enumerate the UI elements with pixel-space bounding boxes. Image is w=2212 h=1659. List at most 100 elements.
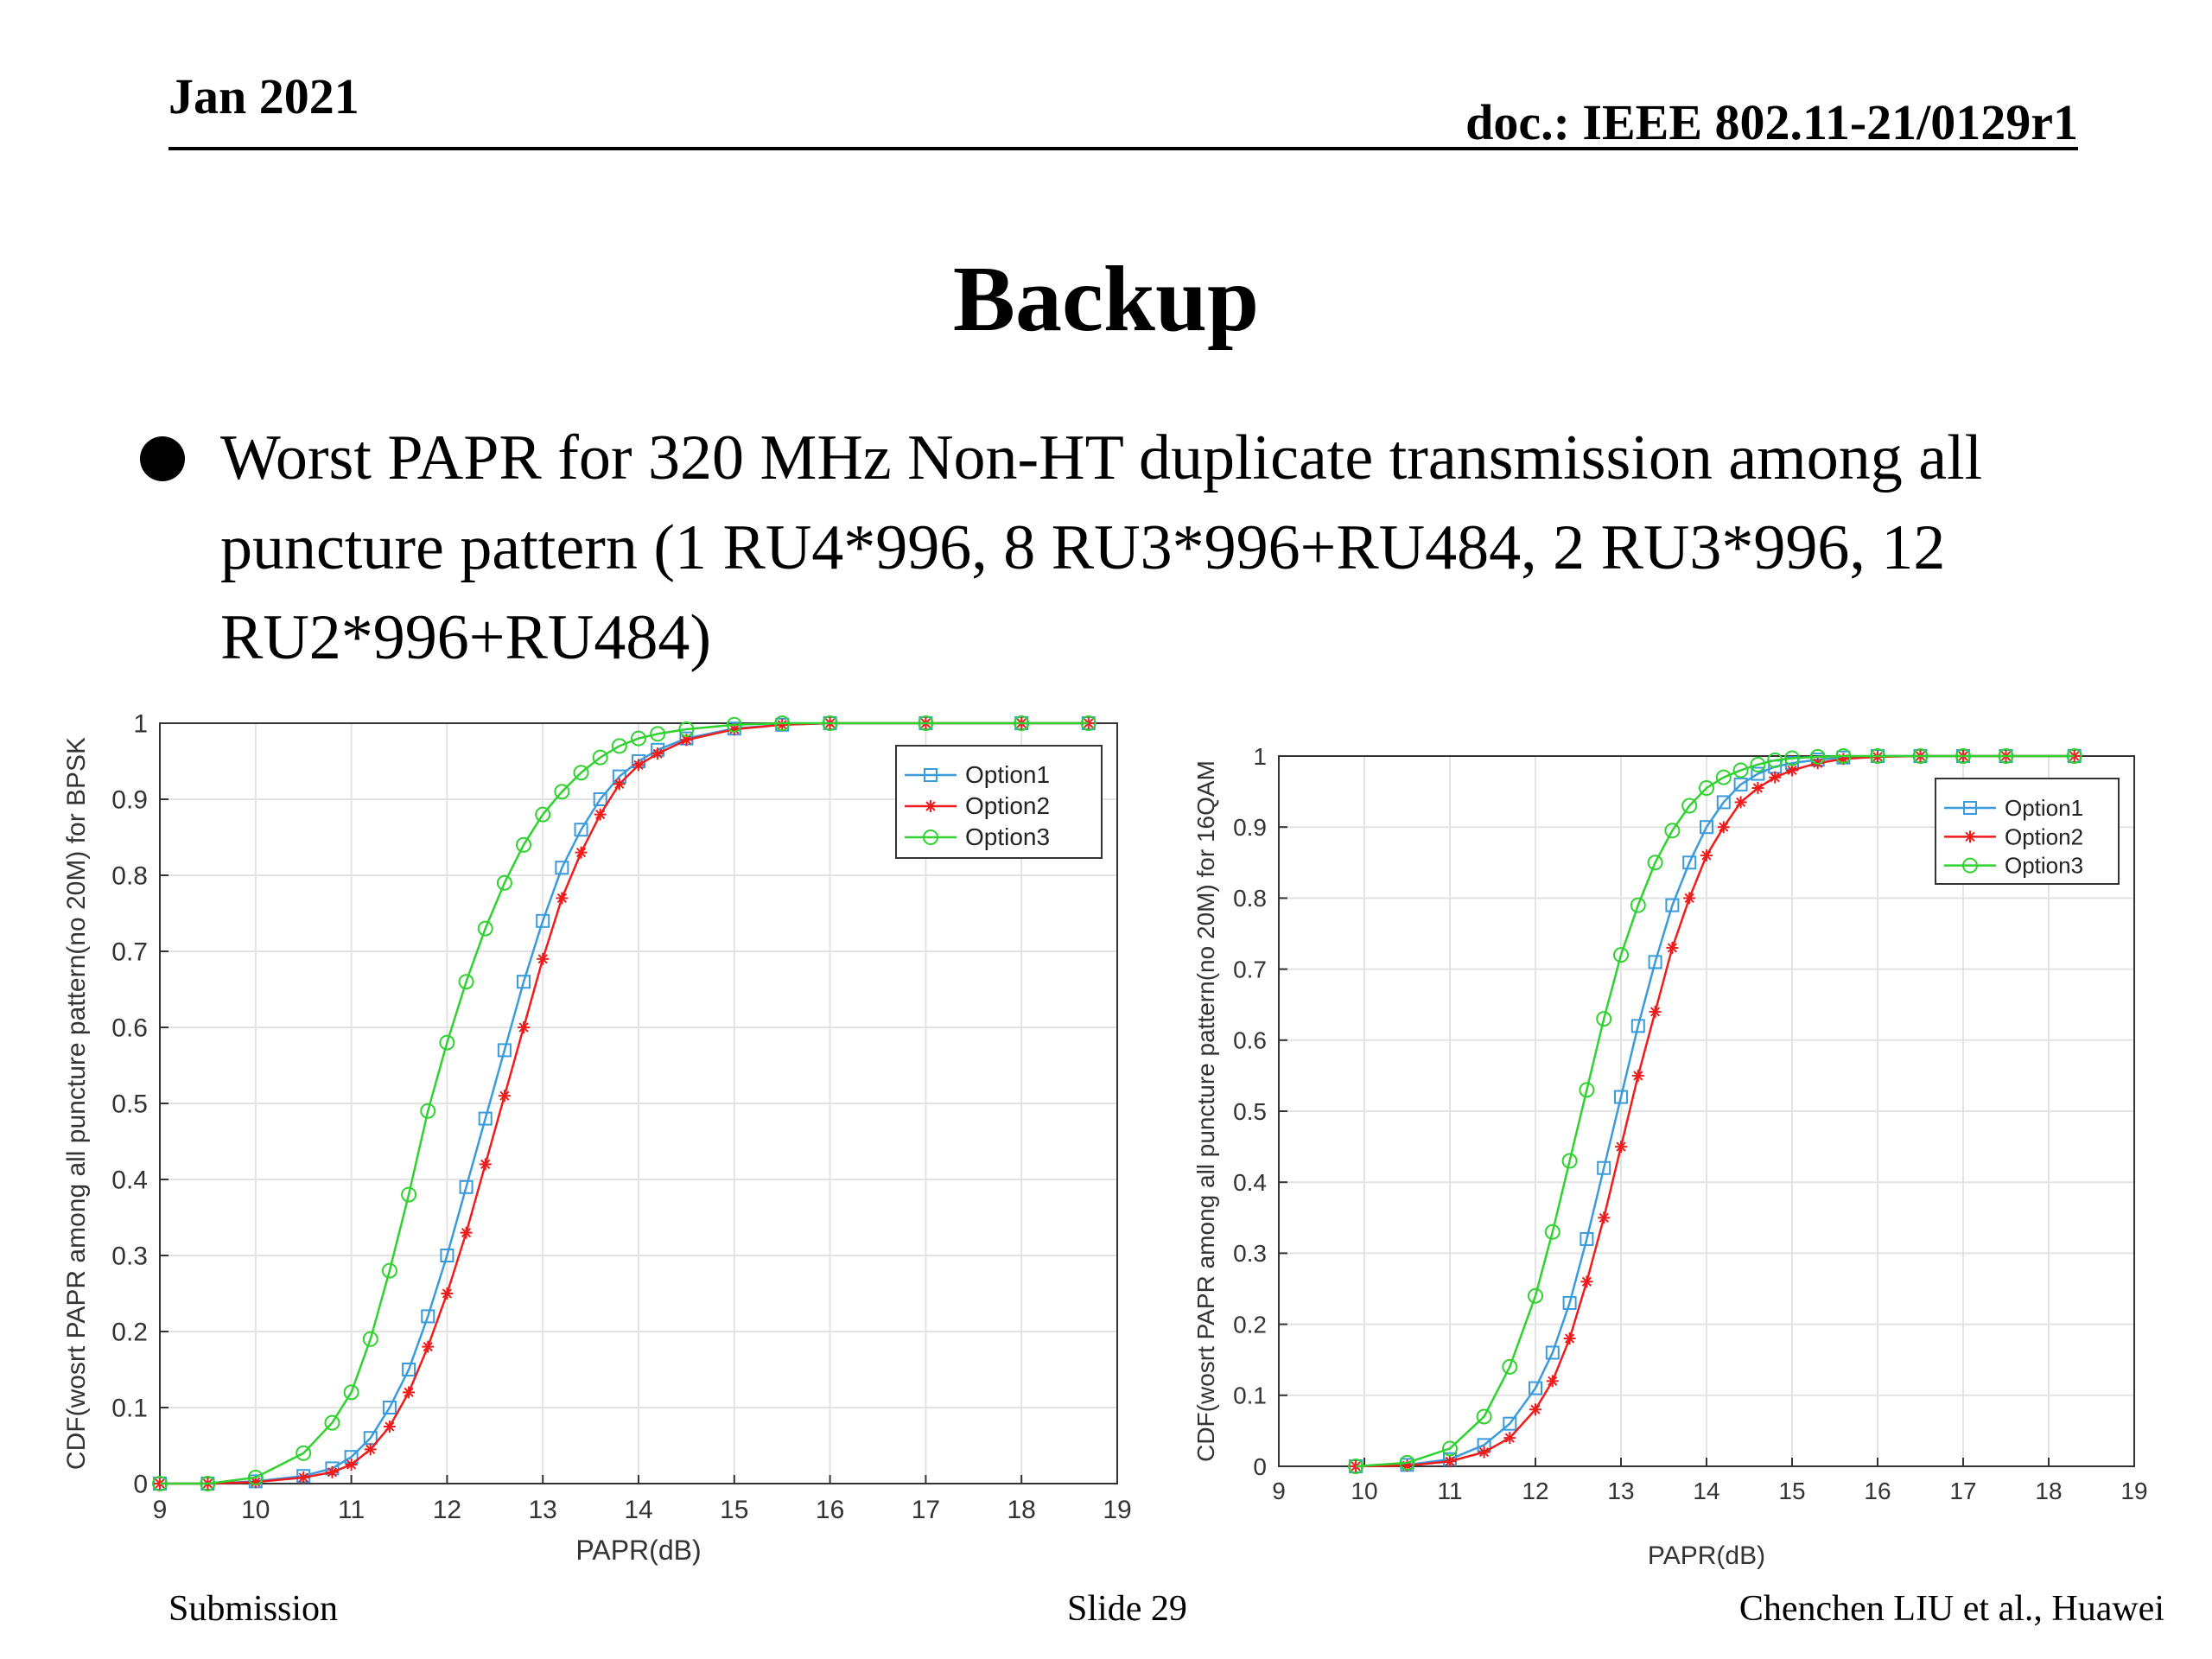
legend-label-option1: Option1 xyxy=(2005,795,2083,821)
y-tick-label: 0.2 xyxy=(111,1319,148,1347)
footer-slide-number: Slide 29 xyxy=(1067,1589,1187,1629)
data-point-option2 xyxy=(776,718,789,731)
data-point-option2 xyxy=(1786,764,1798,777)
data-point-option1 xyxy=(1648,955,1662,969)
y-tick-label: 0.1 xyxy=(111,1395,148,1423)
data-point-option2 xyxy=(1700,849,1713,862)
x-tick-label: 10 xyxy=(241,1496,270,1524)
data-point-option1 xyxy=(459,1179,474,1194)
data-point-option1 xyxy=(1503,1416,1517,1431)
series-line-option3 xyxy=(160,721,1089,1485)
data-point-option1 xyxy=(1682,855,1697,870)
x-tick-label: 17 xyxy=(1949,1478,1976,1504)
data-point-option2 xyxy=(518,1021,531,1033)
data-point-option2 xyxy=(1503,1432,1516,1445)
y-tick-label: 0.6 xyxy=(111,1014,148,1043)
data-point-option1 xyxy=(402,1363,416,1376)
chart-16qam: 9 10 11 12 13 14 15 16 17 18 19 0 0.1 0.2 0.3 0.4 0.5 0.6… xyxy=(1192,743,2148,1570)
data-point-option1 xyxy=(555,861,569,875)
x-tick-label: 10 xyxy=(1351,1478,1377,1504)
data-point-option2 xyxy=(652,747,664,760)
data-point-option3 xyxy=(1630,897,1646,913)
data-point-option2 xyxy=(1563,1332,1576,1345)
data-point-option3 xyxy=(247,1469,264,1485)
data-point-option2 xyxy=(345,1459,358,1471)
data-point-option3 xyxy=(650,726,666,742)
data-point-option3 xyxy=(1348,1459,1364,1474)
data-point-option3 xyxy=(1613,947,1629,963)
data-point-option3 xyxy=(554,784,570,800)
data-point-option3 xyxy=(1476,1408,1492,1425)
y-tick-label: 0.4 xyxy=(111,1166,148,1195)
data-point-option3 xyxy=(1715,769,1732,785)
data-point-option1 xyxy=(574,823,588,837)
data-point-option2 xyxy=(1666,941,1679,954)
x-tick-label: 11 xyxy=(338,1496,365,1524)
slide-title: Backup xyxy=(952,248,1260,351)
data-point-option2 xyxy=(297,1471,310,1484)
x-tick-label: 16 xyxy=(1864,1478,1891,1504)
data-point-option3 xyxy=(1732,762,1749,779)
data-point-option2 xyxy=(403,1386,416,1399)
data-point-option2 xyxy=(1717,821,1730,834)
x-tick-label: 19 xyxy=(1103,1496,1131,1524)
data-point-option3 xyxy=(381,1262,397,1279)
x-tick-label: 12 xyxy=(1522,1478,1548,1504)
data-point-option2 xyxy=(556,892,569,905)
data-point-option3 xyxy=(1912,748,1929,764)
x-tick-label: 9 xyxy=(1272,1478,1286,1504)
header-doc-id: doc.: IEEE 802.11-21/0129r1 xyxy=(1465,94,2078,150)
data-point-option3 xyxy=(918,715,934,731)
y-tick-label: 0.1 xyxy=(1233,1382,1267,1409)
data-point-option1 xyxy=(1529,1381,1542,1395)
x-tick-label: 18 xyxy=(1007,1496,1036,1524)
data-point-option3 xyxy=(1784,750,1800,766)
data-point-option3 xyxy=(439,1034,455,1051)
data-point-option3 xyxy=(420,1103,436,1119)
x-tick-label: 14 xyxy=(1693,1478,1719,1504)
legend-marker xyxy=(924,768,938,782)
data-point-option1 xyxy=(1614,1090,1628,1104)
x-tick-label: 9 xyxy=(153,1496,168,1524)
data-point-option3 xyxy=(822,715,838,731)
data-point-option1 xyxy=(1545,1345,1560,1360)
footer-submission: Submission xyxy=(168,1589,339,1629)
series-line-option3 xyxy=(1356,754,2075,1468)
data-point-option3 xyxy=(1596,1011,1612,1027)
data-point-option1 xyxy=(1733,777,1748,791)
data-point-option2 xyxy=(441,1287,454,1300)
x-tick-label: 11 xyxy=(1437,1478,1462,1504)
data-point-option1 xyxy=(440,1249,454,1262)
y-tick-label: 0.4 xyxy=(1233,1169,1267,1196)
data-point-option2 xyxy=(479,1158,492,1171)
plot-frame xyxy=(159,722,1118,1484)
data-point-option2 xyxy=(613,778,626,791)
header-date: Jan 2021 xyxy=(168,68,359,124)
data-point-option1 xyxy=(1580,1231,1594,1246)
data-point-option2 xyxy=(1444,1455,1456,1468)
data-point-option3 xyxy=(1955,748,1971,764)
legend-marker xyxy=(1964,830,1976,843)
data-point-option3 xyxy=(401,1186,417,1203)
data-point-option3 xyxy=(324,1414,340,1431)
data-point-option3 xyxy=(678,721,695,738)
data-point-option3 xyxy=(592,749,608,766)
data-point-option3 xyxy=(573,765,589,781)
data-point-option2 xyxy=(632,759,645,772)
data-point-option3 xyxy=(1647,855,1663,871)
x-tick-label: 19 xyxy=(2120,1478,2147,1504)
data-point-option2 xyxy=(498,1090,511,1103)
data-point-option3 xyxy=(1579,1082,1595,1098)
x-tick-label: 13 xyxy=(1607,1478,1634,1504)
data-point-option2 xyxy=(1683,892,1696,905)
data-point-option1 xyxy=(517,975,531,989)
data-point-option2 xyxy=(537,952,550,965)
data-point-option2 xyxy=(1546,1375,1559,1388)
data-point-option1 xyxy=(1630,1019,1645,1033)
y-tick-label: 0.8 xyxy=(111,862,148,891)
legend-label-option2: Option2 xyxy=(2005,823,2083,849)
data-point-option3 xyxy=(2066,748,2082,764)
x-tick-label: 16 xyxy=(816,1496,844,1524)
data-point-option3 xyxy=(343,1384,359,1401)
data-point-option2 xyxy=(575,846,588,859)
